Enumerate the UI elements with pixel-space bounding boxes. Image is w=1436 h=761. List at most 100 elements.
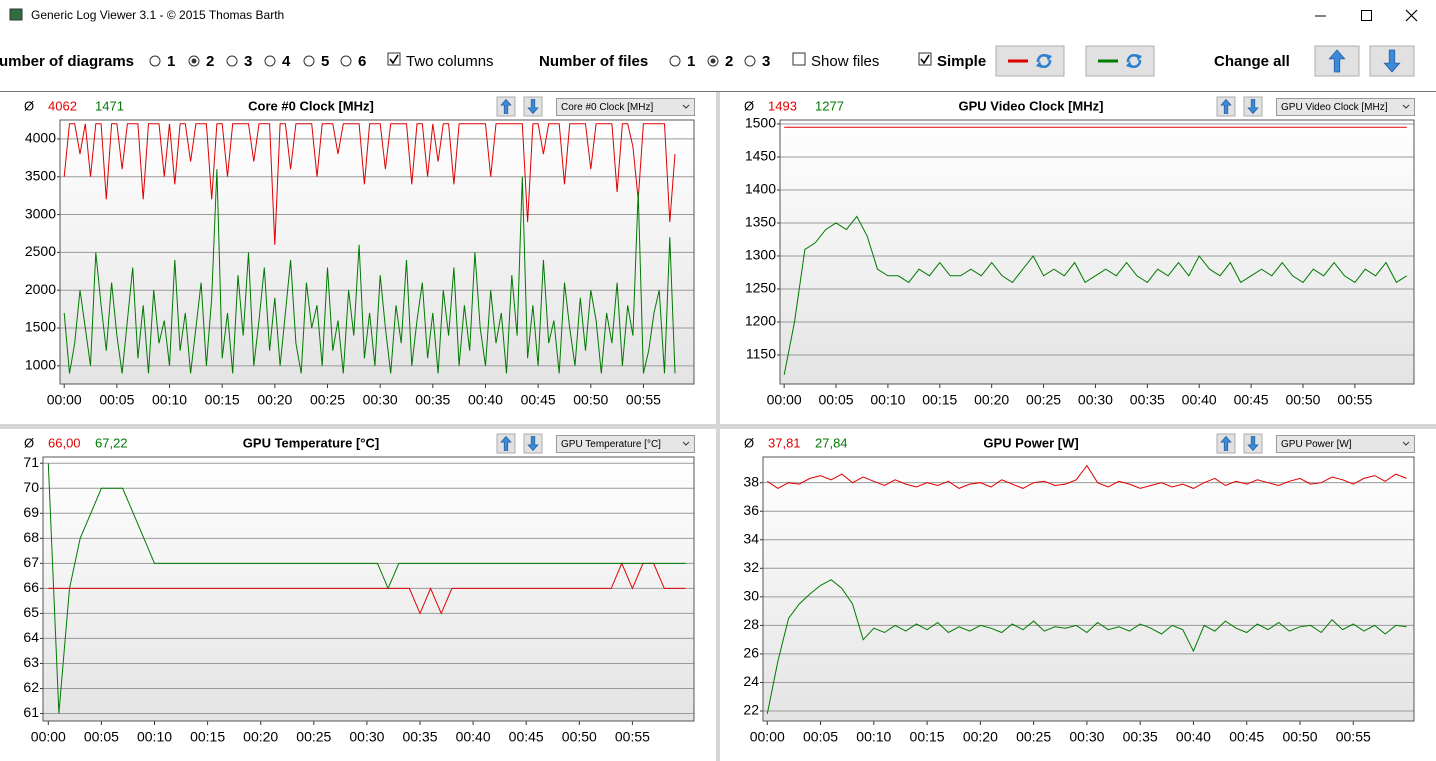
- button-face: [1085, 45, 1155, 77]
- checkbox-box: [387, 52, 401, 66]
- dropdown-text: GPU Temperature [°C]: [561, 439, 661, 450]
- up-button[interactable]: [1314, 45, 1360, 77]
- radio-button[interactable]: 4: [264, 53, 291, 70]
- checkbox[interactable]: Two columns: [387, 52, 494, 70]
- up-button[interactable]: [1216, 96, 1236, 117]
- x-tick-label: 00:50: [573, 392, 608, 408]
- up-button[interactable]: [1216, 433, 1236, 454]
- x-tick-label: 00:20: [963, 729, 998, 745]
- plot-border: [762, 456, 1415, 722]
- x-tick-label: 00:50: [562, 729, 597, 745]
- radio-button[interactable]: 5: [303, 53, 329, 70]
- checkbox[interactable]: Simple: [918, 52, 986, 70]
- x-tick-label: 00:00: [31, 729, 66, 745]
- radio-dot: [191, 58, 197, 64]
- radio-button[interactable]: 6: [340, 53, 366, 70]
- y-tick-label: 4000: [25, 130, 56, 146]
- checkbox-box: [918, 52, 932, 66]
- maximize-button[interactable]: [1361, 10, 1372, 21]
- x-tick-label: 00:20: [974, 392, 1009, 408]
- y-tick-label: 32: [743, 559, 759, 575]
- y-tick-label: 30: [743, 588, 759, 604]
- dropdown-arrow: [1402, 441, 1410, 446]
- label: Change all: [1214, 53, 1290, 70]
- y-tick-label: 63: [23, 654, 39, 670]
- series-line: [47, 463, 686, 714]
- up-button[interactable]: [496, 96, 516, 117]
- radio-button[interactable]: 2: [188, 53, 214, 70]
- dropdown-text: GPU Power [W]: [1281, 439, 1352, 450]
- arrow-icon: [500, 435, 512, 451]
- y-tick-label: 68: [23, 529, 39, 545]
- y-tick-label: 1150: [746, 346, 776, 362]
- y-tick-label: 69: [23, 504, 39, 520]
- average-symbol: Ø: [24, 435, 34, 450]
- radio-button[interactable]: 1: [149, 53, 175, 70]
- average-symbol: Ø: [24, 98, 34, 113]
- down-button[interactable]: [523, 433, 543, 454]
- radio-button[interactable]: 1: [669, 53, 695, 70]
- y-tick-label: 67: [23, 554, 39, 570]
- toolbar: umber of diagrams 1 2 3 4 5 6 Two columns Number…: [0, 45, 1415, 77]
- checkbox-box: [792, 52, 806, 66]
- up-button[interactable]: [496, 433, 516, 454]
- series-dropdown[interactable]: GPU Power [W]: [1276, 435, 1415, 453]
- average-value: 1493: [768, 98, 797, 113]
- arrow-icon: [1247, 99, 1259, 115]
- series-dropdown[interactable]: Core #0 Clock [MHz]: [556, 98, 695, 116]
- radio-button[interactable]: 3: [744, 53, 770, 70]
- x-tick-label: 00:55: [626, 392, 661, 408]
- file-color-button[interactable]: [1085, 45, 1155, 77]
- series-line: [48, 562, 686, 615]
- series-dropdown[interactable]: GPU Temperature [°C]: [556, 435, 695, 453]
- chart-panel: Ø 1493 1277 GPU Video Clock [MHz] GPU Video …: [744, 96, 1415, 408]
- radio-label: 5: [321, 53, 329, 70]
- average-symbol: Ø: [744, 435, 754, 450]
- y-tick-label: 66: [23, 579, 39, 595]
- checkbox[interactable]: Show files: [792, 52, 879, 70]
- close-button[interactable]: [1405, 9, 1418, 22]
- y-tick-label: 1200: [745, 313, 776, 329]
- radio-label: 6: [358, 53, 366, 70]
- radio-circle: [669, 55, 681, 67]
- radio-label: 2: [206, 53, 214, 70]
- down-button[interactable]: [1243, 96, 1263, 117]
- x-tick-label: 00:05: [99, 392, 134, 408]
- x-tick-label: 00:30: [349, 729, 384, 745]
- checkbox-label: Show files: [811, 53, 879, 70]
- chart-title: GPU Video Clock [MHz]: [959, 98, 1104, 113]
- series-line: [63, 123, 676, 245]
- radio-button[interactable]: 2: [707, 53, 733, 70]
- dropdown-box: [1276, 435, 1415, 453]
- file-color-button[interactable]: [995, 45, 1065, 77]
- chart-title: Core #0 Clock [MHz]: [248, 98, 374, 113]
- x-tick-label: 00:50: [1282, 729, 1317, 745]
- y-tick-label: 38: [743, 473, 759, 489]
- chart-panel: Ø 37,81 27,84 GPU Power [W] GPU Power [W] 22 2…: [743, 433, 1415, 745]
- dropdown-arrow: [682, 104, 690, 109]
- radio-label: 3: [762, 53, 770, 70]
- x-tick-label: 00:20: [243, 729, 278, 745]
- down-button[interactable]: [523, 96, 543, 117]
- series-dropdown[interactable]: GPU Video Clock [MHz]: [1276, 98, 1415, 116]
- arrow-icon: [500, 98, 512, 114]
- x-tick-label: 00:45: [509, 729, 544, 745]
- radio-label: 3: [244, 53, 252, 70]
- y-tick-label: 1400: [745, 181, 776, 197]
- window-title: Generic Log Viewer 3.1 - © 2015 Thomas B…: [31, 8, 284, 22]
- arrow-icon: [1328, 49, 1346, 73]
- refresh-arrow: [1036, 61, 1042, 68]
- x-tick-label: 00:35: [1123, 729, 1158, 745]
- y-tick-label: 2500: [25, 243, 56, 259]
- series-line: [767, 464, 1407, 489]
- arrow-icon: [527, 99, 539, 115]
- x-tick-label: 00:30: [1069, 729, 1104, 745]
- radio-circle: [340, 55, 352, 67]
- x-tick-label: 00:35: [415, 392, 450, 408]
- refresh-arrow: [1046, 54, 1052, 61]
- down-button[interactable]: [1369, 45, 1415, 77]
- radio-button[interactable]: 3: [226, 53, 252, 70]
- down-button[interactable]: [1243, 433, 1263, 454]
- chart-panel: Ø 66,00 67,22 GPU Temperature [°C] GPU Tempe…: [23, 433, 695, 745]
- refresh-arrow: [1126, 61, 1132, 68]
